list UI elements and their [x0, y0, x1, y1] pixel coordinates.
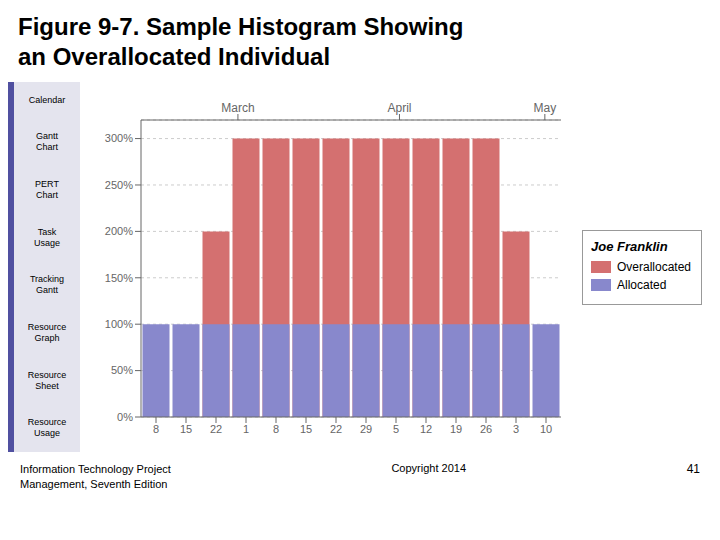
svg-text:29: 29	[360, 423, 372, 435]
html-text:Allocated: Allocated	[617, 277, 667, 292]
svg-text:15: 15	[300, 423, 312, 435]
svg-text:10: 10	[540, 423, 552, 435]
svg-text:19: 19	[450, 423, 462, 435]
svg-text:50%: 50%	[111, 364, 133, 376]
html-text:Calendar: Calendar	[28, 94, 66, 105]
svg-text:26: 26	[480, 423, 492, 435]
svg-text:5: 5	[393, 423, 399, 435]
html-text:Information Technology Project: Information Technology Project Managemen…	[20, 463, 171, 490]
html-text:41: 41	[686, 462, 700, 476]
svg-text:100%: 100%	[105, 318, 133, 330]
html-text:an Overallocated Individual: an Overallocated Individual	[18, 43, 331, 70]
html-text:Figure 9-7. Sample Histogram S: Figure 9-7. Sample Histogram Showing	[18, 13, 464, 40]
html-text:Resource Sheet: Resource Sheet	[27, 369, 67, 391]
html-text:Resource Graph: Resource Graph	[27, 321, 67, 343]
svg-text:3: 3	[513, 423, 519, 435]
svg-text:0%: 0%	[117, 411, 133, 423]
html-text:Overallocated: Overallocated	[617, 259, 691, 274]
svg-text:May: May	[534, 101, 557, 115]
svg-text:12: 12	[420, 423, 432, 435]
svg-text:22: 22	[330, 423, 342, 435]
html-text:Tracking Gantt: Tracking Gantt	[29, 274, 65, 296]
svg-text:8: 8	[153, 423, 159, 435]
html-text:Gantt Chart: Gantt Chart	[36, 131, 58, 153]
svg-text:150%: 150%	[105, 272, 133, 284]
svg-text:March: March	[221, 101, 254, 115]
svg-text:8: 8	[273, 423, 279, 435]
svg-text:300%: 300%	[105, 132, 133, 144]
html-text:Copyright 2014: Copyright 2014	[391, 462, 466, 474]
svg-text:1: 1	[243, 423, 249, 435]
svg-text:April: April	[387, 101, 411, 115]
svg-text:15: 15	[180, 423, 192, 435]
html-text:PERT Chart: PERT Chart	[35, 179, 59, 201]
svg-text:22: 22	[210, 423, 222, 435]
html-text:Task Usage: Task Usage	[34, 226, 60, 248]
html-text:Joe Franklin: Joe Franklin	[591, 238, 668, 254]
svg-text:250%: 250%	[105, 179, 133, 191]
svg-text:200%: 200%	[105, 225, 133, 237]
html-text:Resource Usage: Resource Usage	[27, 417, 67, 439]
